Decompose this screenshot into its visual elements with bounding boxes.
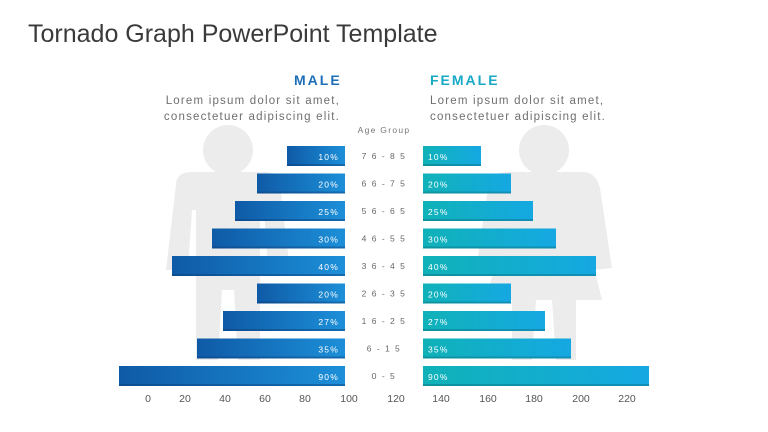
female-bar-shadow	[423, 274, 596, 276]
female-bar-shadow	[423, 164, 481, 166]
female-bar-label: 40%	[428, 262, 449, 272]
female-bar	[423, 311, 545, 331]
female-bar-label: 35%	[428, 345, 449, 355]
male-bar-label: 30%	[318, 235, 339, 245]
male-bar	[212, 228, 345, 249]
category-axis-title: Age Group	[357, 125, 411, 135]
male-bar-shadow	[172, 274, 345, 276]
male-bar	[235, 201, 345, 221]
male-bar-label: 25%	[318, 207, 339, 217]
female-bar	[423, 256, 596, 276]
female-bar-label: 20%	[428, 290, 449, 300]
female-description-line-1: Lorem ipsum dolor sit amet,	[430, 95, 605, 107]
male-description-line-1: Lorem ipsum dolor sit amet,	[165, 95, 340, 107]
male-bar-label: 20%	[318, 180, 339, 190]
male-bar-shadow	[235, 219, 345, 221]
category-label: 1 6 - 2 5	[362, 316, 407, 326]
category-label: 6 6 - 7 5	[362, 179, 407, 189]
male-bar-label: 27%	[318, 317, 339, 327]
x-tick-label: 40	[219, 393, 231, 405]
x-tick-label: 60	[259, 393, 271, 405]
male-bar	[197, 338, 345, 359]
female-bar-shadow	[423, 384, 649, 386]
category-label: 7 6 - 8 5	[362, 151, 407, 161]
male-bar-shadow	[223, 329, 345, 331]
female-bar	[423, 338, 571, 359]
male-bar-shadow	[212, 246, 345, 249]
female-bar-label: 30%	[428, 235, 449, 245]
female-description-line-2: consectetuer adipiscing elit.	[430, 111, 607, 123]
female-bar	[423, 228, 556, 249]
male-bar-shadow	[257, 301, 345, 304]
x-tick-label: 200	[572, 393, 590, 405]
female-bar-shadow	[423, 301, 511, 304]
male-bar-shadow	[257, 191, 345, 194]
female-bar-label: 10%	[428, 152, 449, 162]
female-bar-label: 20%	[428, 180, 449, 190]
x-tick-label: 160	[479, 393, 497, 405]
x-axis: 0 20 40 60 80 100 120 140 160 180 200 220	[145, 393, 636, 405]
male-bar-label: 35%	[318, 345, 339, 355]
female-bar-shadow	[423, 219, 533, 221]
male-bar	[287, 146, 345, 166]
female-bar-shadow	[423, 246, 556, 249]
male-bar	[223, 311, 345, 331]
male-bar-label: 90%	[318, 372, 339, 382]
age-band	[345, 143, 423, 390]
male-bar-label: 10%	[318, 152, 339, 162]
male-description: Lorem ipsum dolor sit amet, consectetuer…	[164, 93, 340, 125]
female-bar	[423, 283, 511, 304]
male-heading: MALE	[294, 72, 342, 88]
male-bar-label: 40%	[318, 262, 339, 272]
female-bar-shadow	[423, 356, 571, 359]
x-tick-label: 20	[179, 393, 191, 405]
female-bar	[423, 201, 533, 221]
x-tick-label: 0	[145, 393, 151, 405]
x-tick-label: 120	[387, 393, 405, 405]
female-bar-label: 25%	[428, 207, 449, 217]
male-bar-shadow	[287, 164, 345, 166]
category-label: 3 6 - 4 5	[362, 261, 407, 271]
male-bar	[257, 173, 345, 194]
female-bar	[423, 173, 511, 194]
x-tick-label: 80	[299, 393, 311, 405]
category-label: 0 - 5	[372, 371, 397, 381]
male-bar	[119, 366, 345, 386]
male-bar	[257, 283, 345, 304]
male-bar-shadow	[119, 384, 345, 386]
female-bar	[423, 146, 481, 166]
male-bar-label: 20%	[318, 290, 339, 300]
male-bar	[172, 256, 345, 276]
female-bar-shadow	[423, 329, 545, 331]
x-tick-label: 100	[340, 393, 358, 405]
female-heading: FEMALE	[430, 72, 500, 88]
female-bar-shadow	[423, 191, 511, 194]
x-tick-label: 180	[525, 393, 543, 405]
female-bar-label: 90%	[428, 372, 449, 382]
female-bar-label: 27%	[428, 317, 449, 327]
category-label: 6 - 1 5	[367, 344, 402, 354]
male-bar-shadow	[197, 356, 345, 359]
category-label: 4 6 - 5 5	[362, 234, 407, 244]
x-tick-label: 140	[432, 393, 450, 405]
page-title: Tornado Graph PowerPoint Template	[28, 20, 438, 48]
category-label: 5 6 - 6 5	[362, 206, 407, 216]
male-description-line-2: consectetuer adipiscing elit.	[163, 111, 340, 123]
female-bar	[423, 366, 649, 386]
x-tick-label: 220	[618, 393, 636, 405]
bars-group: 10% 10% 7 6 - 8 5 20% 20% 6 6 - 7 5 25% 25% 5 6 …	[119, 146, 649, 386]
female-description: Lorem ipsum dolor sit amet, consectetuer…	[430, 93, 606, 125]
category-label: 2 6 - 3 5	[362, 289, 407, 299]
